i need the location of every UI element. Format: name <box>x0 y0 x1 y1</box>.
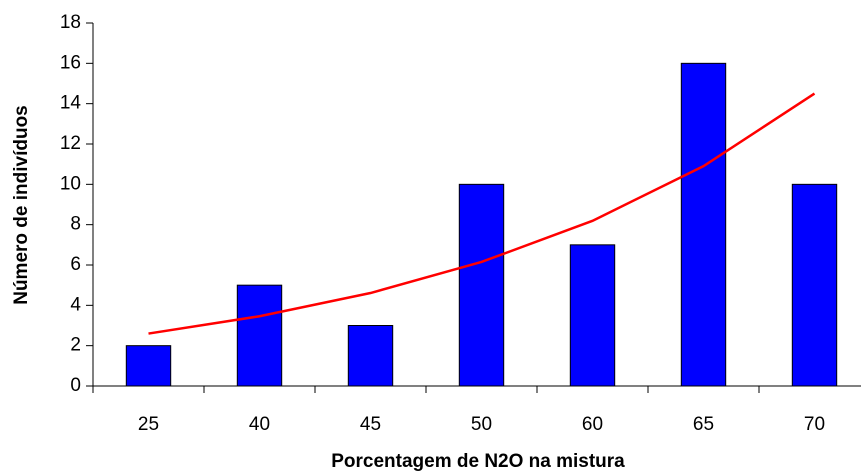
y-tick-label: 10 <box>60 173 81 194</box>
y-tick-label: 6 <box>70 254 81 275</box>
y-tick-label: 2 <box>70 335 81 356</box>
trend-line <box>148 92 816 335</box>
bar <box>236 284 283 387</box>
y-tick-label: 0 <box>70 375 81 396</box>
x-tick-label: 25 <box>138 414 159 435</box>
bar <box>125 345 172 387</box>
x-tick-label: 60 <box>582 414 603 435</box>
bar <box>680 62 727 387</box>
y-tick-label: 14 <box>60 93 82 114</box>
bar <box>569 244 616 387</box>
y-tick-label: 8 <box>70 214 81 235</box>
y-tick-label: 4 <box>70 294 81 315</box>
y-tick-label: 18 <box>60 12 81 33</box>
x-axis-title: Porcentagem de N2O na mistura <box>331 451 625 472</box>
bar <box>791 183 838 387</box>
x-tick-label: 45 <box>360 414 381 435</box>
y-axis-title: Número de indivíduos <box>11 105 32 305</box>
y-tick-label: 16 <box>60 52 81 73</box>
x-tick-label: 70 <box>804 414 825 435</box>
y-tick-label: 12 <box>60 133 81 154</box>
x-tick-label: 40 <box>249 414 270 435</box>
bar <box>458 183 505 387</box>
x-tick-label: 50 <box>471 414 492 435</box>
bar <box>347 325 394 387</box>
x-tick-label: 65 <box>693 414 714 435</box>
